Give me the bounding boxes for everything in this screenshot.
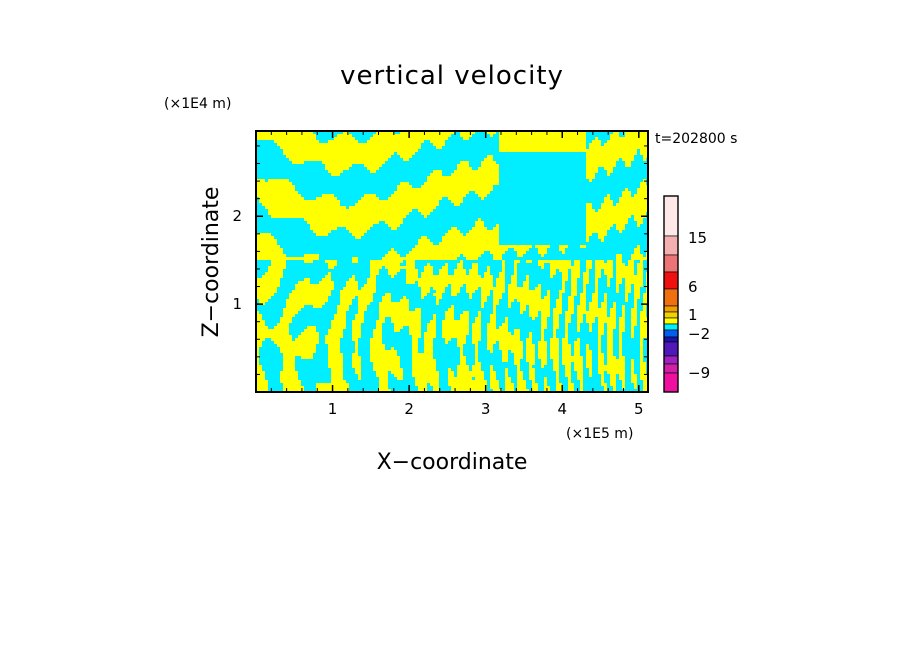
colorbar-segment (663, 195, 679, 237)
colorbar-segment (663, 336, 679, 343)
plot-frame (255, 130, 649, 393)
colorbar-segment (663, 254, 679, 273)
x-unit-label: (×1E5 m) (566, 426, 633, 442)
time-label: t=202800 s (655, 131, 737, 147)
colorbar-segment (663, 271, 679, 290)
chart-title: vertical velocity (340, 61, 564, 91)
colorbar-segment (663, 305, 679, 313)
positive-velocity-region (256, 131, 648, 392)
colorbar-segment (663, 363, 679, 374)
x-tick-label: 3 (481, 400, 491, 418)
x-tick-label: 2 (404, 400, 414, 418)
velocity-field (256, 131, 648, 392)
x-axis-label: X−coordinate (377, 450, 528, 475)
colorbar-tick-label: −2 (688, 325, 710, 343)
colorbar: 15 6 1−2 −9 (663, 195, 710, 393)
y-tick-label: 2 (232, 207, 242, 225)
colorbar-tick-label: −9 (688, 364, 710, 382)
x-axis: 1 2 3 4 5 (270, 131, 644, 418)
colorbar-tick-label: 6 (688, 278, 698, 296)
x-tick-label: 5 (634, 400, 644, 418)
y-axis-label: Z−coordinate (199, 187, 224, 338)
colorbar-segment (663, 311, 679, 319)
colorbar-frame (663, 195, 679, 393)
plot-area (255, 130, 649, 393)
colorbar-segment (663, 288, 679, 307)
y-unit-label: (×1E4 m) (164, 96, 231, 112)
colorbar-segment (663, 235, 679, 256)
y-tick-label: 1 (232, 295, 242, 313)
x-tick-label: 4 (557, 400, 567, 418)
colorbar-segment (663, 317, 679, 325)
colorbar-segment (663, 323, 679, 331)
y-axis: 12 (232, 145, 648, 375)
colorbar-segment (663, 372, 679, 393)
colorbar-segment (663, 341, 679, 357)
colorbar-segment (663, 355, 679, 365)
x-tick-label: 1 (328, 400, 338, 418)
colorbar-tick-label: 15 (688, 229, 707, 247)
colorbar-segment (663, 329, 679, 338)
colorbar-tick-label: 1 (688, 306, 698, 324)
